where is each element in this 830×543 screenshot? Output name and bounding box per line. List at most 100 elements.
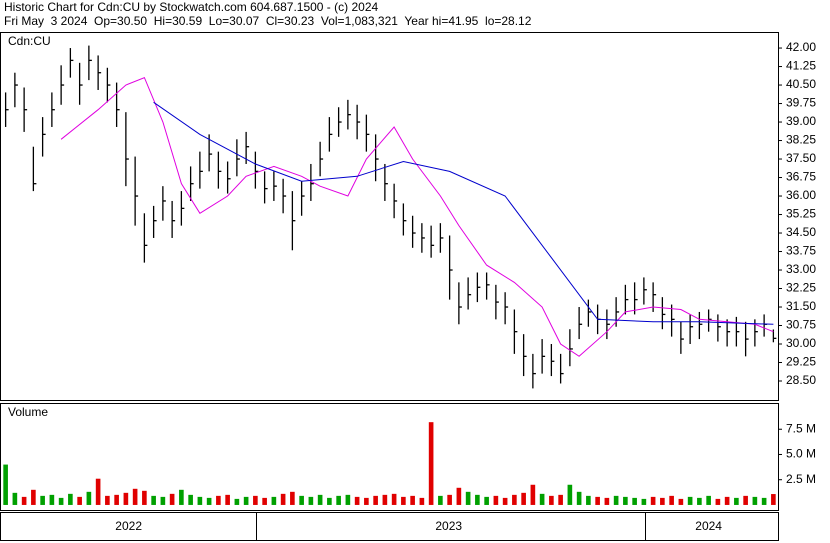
x-tick-label: 2022	[115, 519, 142, 533]
volume-bar	[345, 494, 351, 505]
volume-bar	[595, 496, 600, 505]
volume-bar	[650, 496, 656, 505]
volume-bar	[734, 497, 739, 505]
volume-bar	[308, 496, 314, 505]
y-tick-label: 34.50	[786, 225, 816, 239]
y-tick-label: 2.5 M	[786, 472, 816, 486]
volume-bar	[382, 494, 388, 505]
volume-bar	[539, 493, 545, 505]
volume-bar	[419, 497, 425, 505]
volume-bar	[299, 495, 304, 505]
volume-panel	[0, 403, 779, 511]
y-tick-label: 33.00	[786, 262, 816, 276]
volume-bar	[512, 494, 517, 505]
y-tick-label: 30.75	[786, 318, 816, 332]
y-tick-label: 40.50	[786, 77, 816, 91]
volume-bar	[58, 497, 64, 505]
y-tick-label: 42.00	[786, 40, 816, 54]
volume-bar	[456, 487, 462, 505]
panel-label: Cdn:CU	[8, 34, 51, 48]
moving-average	[153, 101, 774, 325]
volume-bar	[438, 495, 443, 505]
volume-bar	[354, 496, 360, 505]
volume-bar	[114, 494, 119, 505]
volume-bar	[567, 484, 573, 505]
y-tick-label: 33.75	[786, 244, 816, 258]
y-tick-label: 28.50	[786, 373, 816, 387]
volume-bar	[234, 498, 240, 505]
y-tick-label: 5.0 M	[786, 447, 816, 461]
volume-bar	[262, 497, 267, 505]
volume-bar	[21, 496, 27, 505]
volume-bar	[206, 497, 212, 505]
volume-bar	[12, 492, 18, 505]
y-tick-label: 37.50	[786, 151, 816, 165]
volume-bar	[678, 498, 684, 505]
volume-bar	[530, 484, 536, 505]
volume-bar	[604, 497, 610, 505]
volume-bar	[576, 491, 582, 505]
volume-bar	[521, 492, 526, 505]
volume-bar	[475, 494, 480, 505]
volume-bar	[151, 495, 156, 505]
volume-bar	[697, 497, 702, 505]
volume-bar	[86, 491, 92, 505]
volume-bar	[68, 493, 73, 505]
volume-bar	[179, 489, 184, 505]
volume-bar	[290, 491, 295, 505]
volume-bar	[493, 495, 499, 505]
volume-bar	[197, 496, 203, 505]
volume-bar	[410, 495, 415, 505]
volume-bar	[715, 498, 721, 505]
y-tick-label: 39.00	[786, 114, 816, 128]
y-tick-label: 41.25	[786, 59, 816, 73]
volume-bar	[706, 495, 711, 505]
volume-bar	[271, 496, 277, 505]
volume-bar	[623, 496, 628, 505]
volume-bar	[687, 496, 693, 505]
volume-bar	[160, 496, 166, 505]
y-tick-label: 30.00	[786, 336, 816, 350]
volume-bar	[49, 494, 55, 505]
volume-bar	[105, 495, 110, 505]
panel-label: Volume	[8, 405, 48, 419]
volume-bar	[660, 497, 665, 505]
price-panel	[0, 32, 779, 401]
volume-bar	[31, 489, 36, 505]
volume-bar	[95, 478, 101, 505]
volume-bar	[558, 494, 563, 505]
volume-bar	[253, 495, 258, 505]
y-tick-label: 29.25	[786, 355, 816, 369]
volume-bar	[771, 494, 776, 505]
volume-bar	[632, 497, 637, 505]
volume-bar	[317, 494, 323, 505]
volume-bar	[364, 497, 369, 505]
volume-bar	[502, 497, 508, 505]
volume-bar	[586, 495, 591, 505]
volume-bar	[77, 496, 82, 505]
volume-bar	[484, 496, 489, 505]
volume-bar	[169, 493, 175, 505]
volume-bar	[336, 495, 341, 505]
volume-bar	[373, 495, 378, 505]
chart-subtitle: Fri May 3 2024 Op=30.50 Hi=30.59 Lo=30.0…	[4, 14, 532, 28]
y-tick-label: 32.25	[786, 281, 816, 295]
y-tick-label: 36.00	[786, 188, 816, 202]
volume-bar	[669, 495, 674, 505]
volume-bar	[3, 464, 8, 505]
y-tick-label: 7.5 M	[786, 421, 816, 435]
volume-bar	[280, 493, 286, 505]
volume-bar	[761, 497, 767, 505]
volume-bar	[401, 496, 406, 505]
y-tick-label: 31.50	[786, 299, 816, 313]
volume-bar	[428, 422, 434, 505]
volume-bar	[216, 495, 221, 505]
y-tick-label: 36.75	[786, 170, 816, 184]
y-tick-label: 38.25	[786, 133, 816, 147]
volume-bar	[132, 488, 138, 505]
volume-bar	[447, 494, 452, 505]
volume-bar	[752, 496, 758, 505]
